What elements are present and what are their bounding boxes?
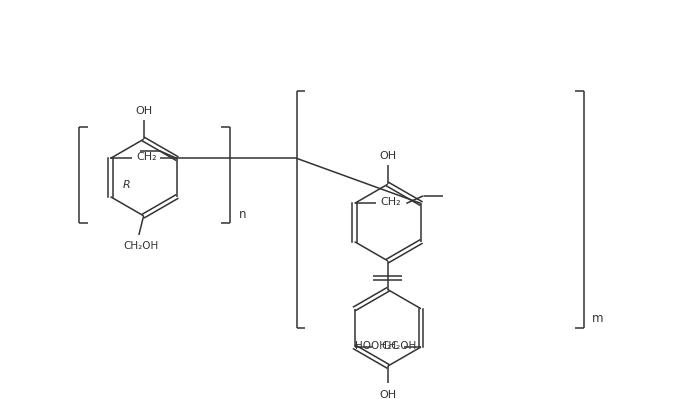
Text: CH₂: CH₂: [136, 152, 157, 162]
Text: CH₂OH: CH₂OH: [123, 241, 159, 251]
Text: m: m: [592, 312, 603, 325]
Text: HOOH₂C: HOOH₂C: [355, 341, 399, 351]
Text: OH: OH: [379, 390, 396, 399]
Text: OH: OH: [379, 150, 396, 160]
Text: CH₂: CH₂: [381, 198, 402, 207]
Text: n: n: [238, 208, 246, 221]
Text: CH₂OH: CH₂OH: [381, 341, 416, 351]
Text: R: R: [123, 180, 131, 190]
Text: OH: OH: [135, 105, 152, 116]
